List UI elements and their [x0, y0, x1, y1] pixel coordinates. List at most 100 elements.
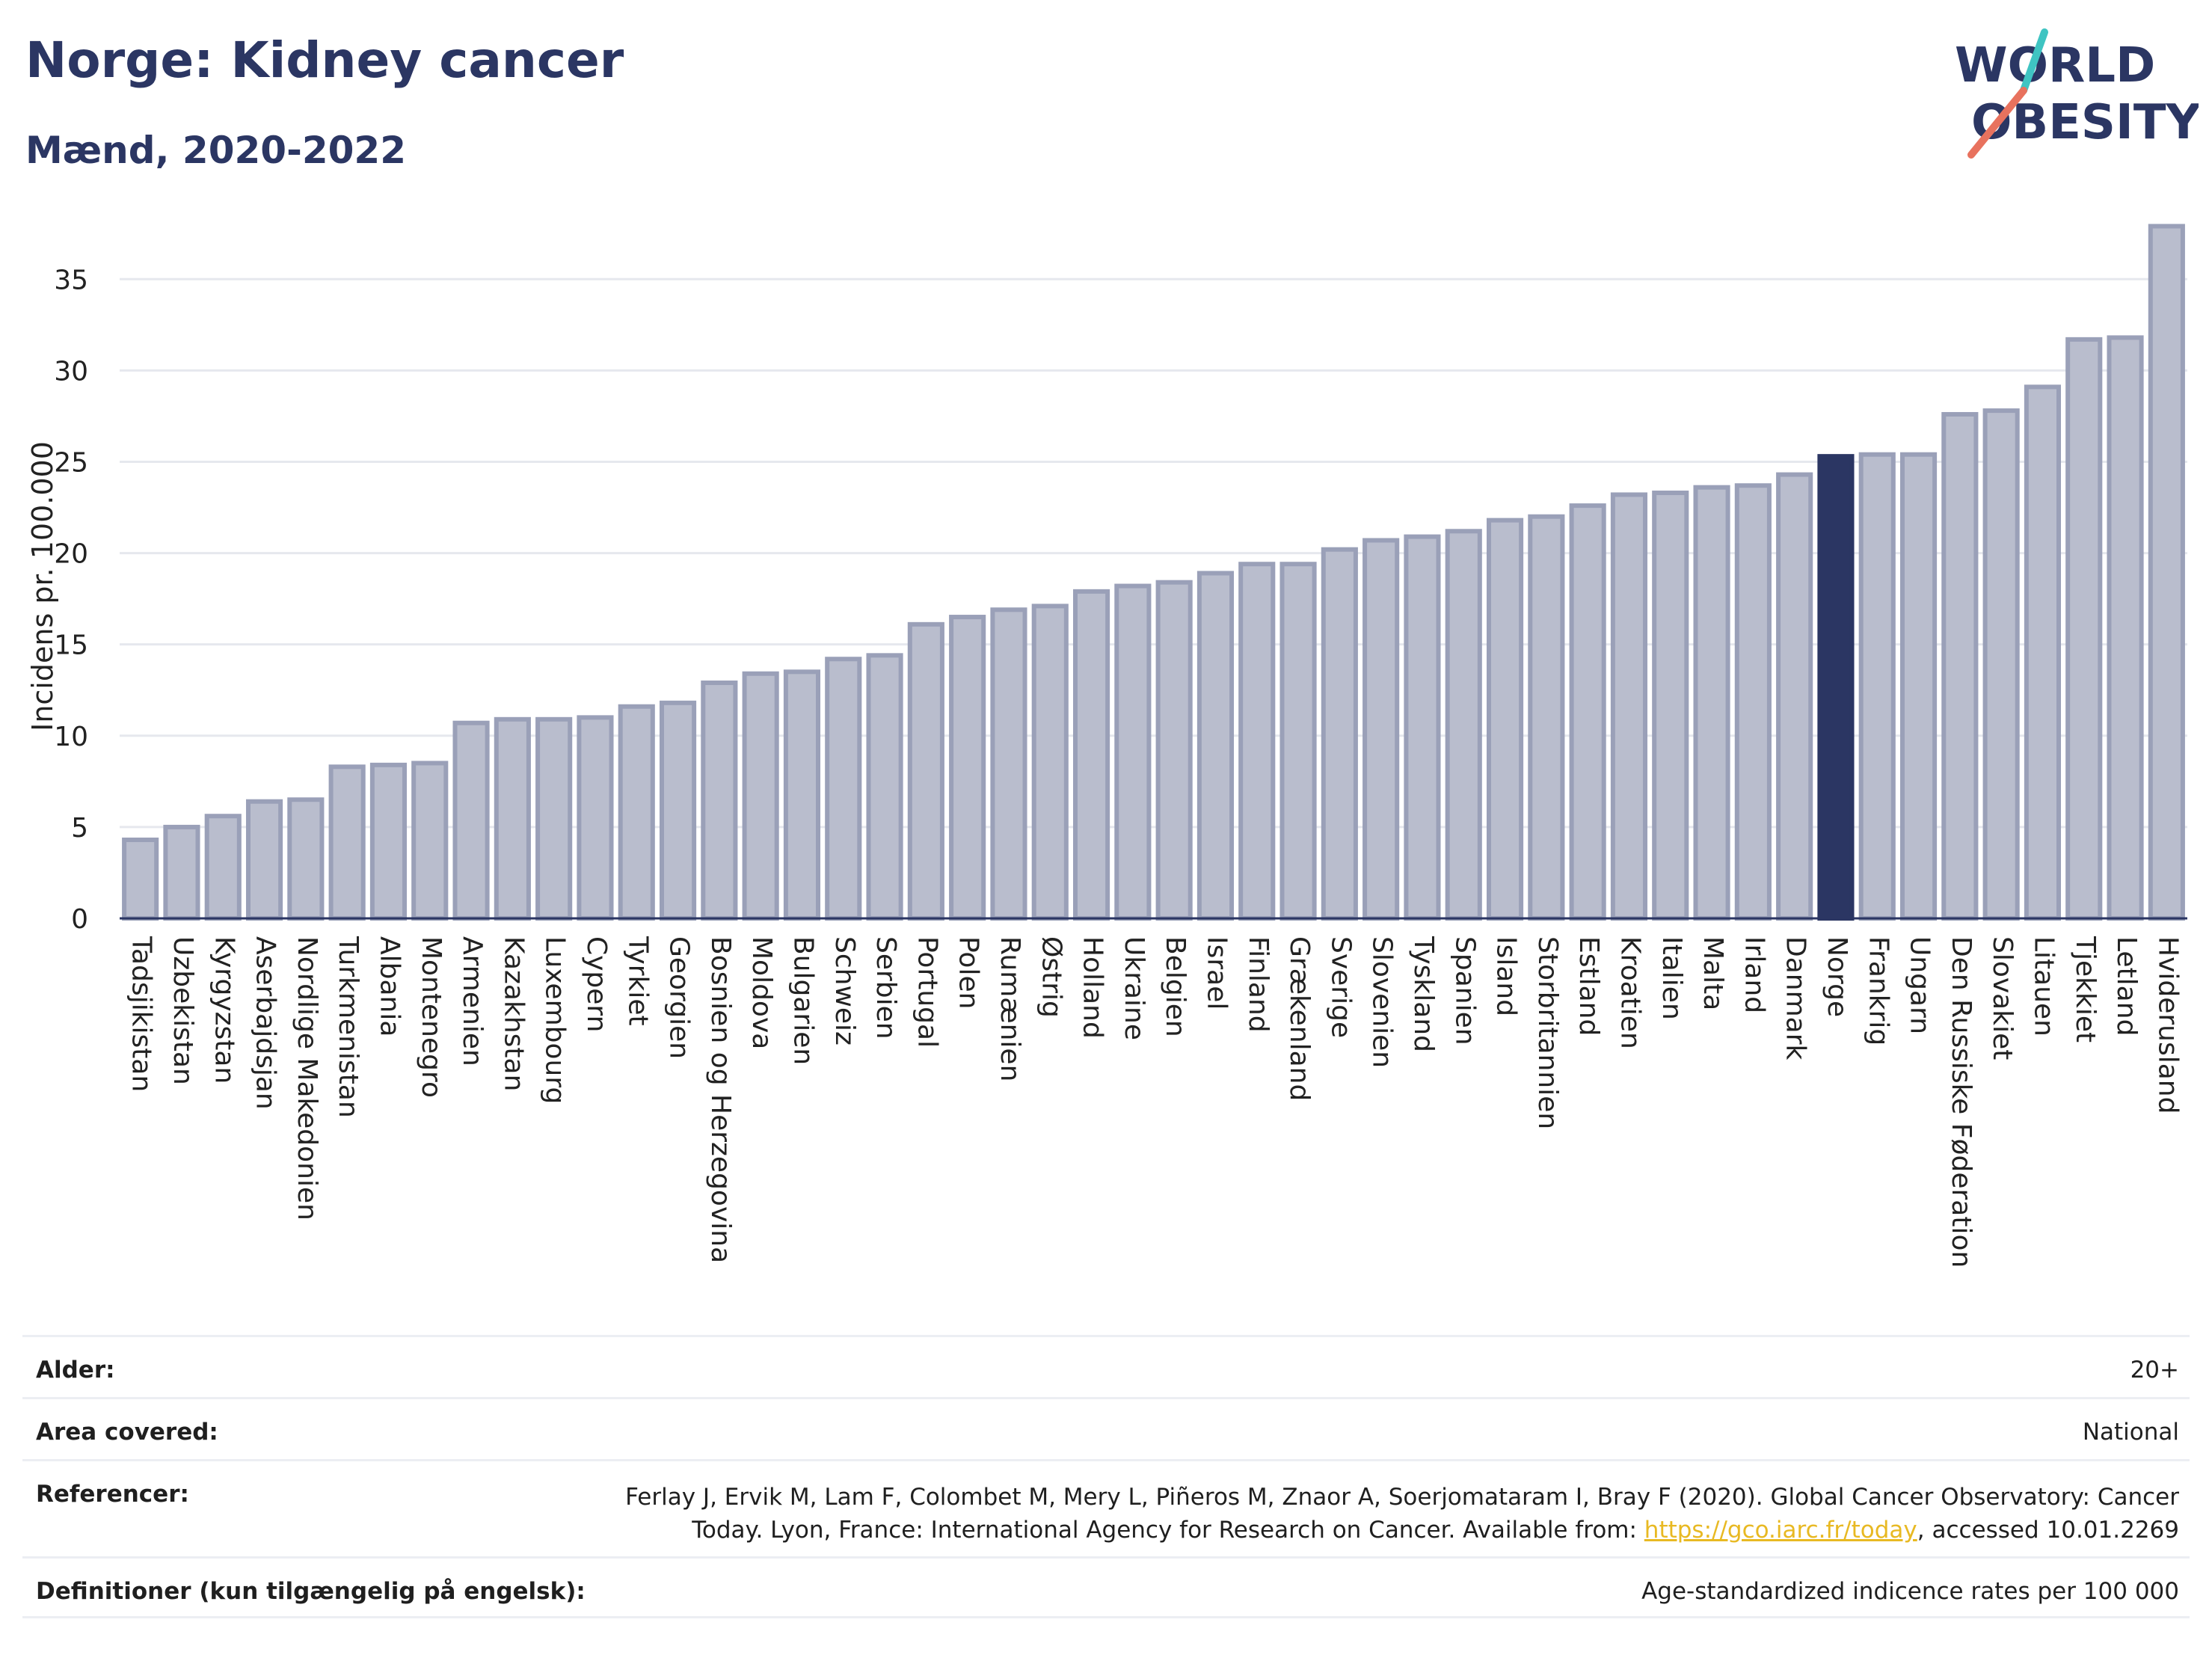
x-tick-label: Den Russiske Føderation: [1946, 936, 1976, 1268]
bar: [1362, 538, 1400, 921]
x-tick-label: Polen: [953, 936, 984, 1009]
bar: [1486, 518, 1524, 921]
x-tick-label: Slovakiet: [1987, 936, 2018, 1060]
definitions-label: Definitioner (kun tilgængelig på engelsk…: [36, 1578, 586, 1605]
x-tick-label: Holland: [1078, 936, 1108, 1039]
bar: [494, 716, 531, 921]
x-tick-label: Frankrig: [1863, 936, 1893, 1045]
bar: [1321, 547, 1358, 921]
meta-row-definitions: Definitioner (kun tilgængelig på engelsk…: [22, 1556, 2190, 1618]
bar: [1031, 604, 1069, 921]
x-tick-label: Hviderusland: [2152, 936, 2183, 1114]
bar: [2148, 224, 2185, 921]
meta-row-references: Referencer: Ferlay J, Ervik M, Lam F, Co…: [22, 1459, 2190, 1556]
references-text: Ferlay J, Ervik M, Lam F, Colombet M, Me…: [625, 1484, 2179, 1544]
x-tick-label: Serbien: [870, 936, 901, 1040]
logo-slash-teal: [2020, 28, 2048, 94]
y-tick-label: 35: [54, 265, 88, 295]
logo-line-1: WORLD: [1955, 38, 2155, 93]
page-subtitle: Mænd, 2020-2022: [25, 129, 407, 172]
bar: [577, 715, 614, 921]
x-tick-label: Tyrkiet: [622, 936, 653, 1026]
bar: [907, 621, 944, 921]
x-tick-label: Tyskland: [1408, 936, 1439, 1052]
bar: [2024, 384, 2062, 921]
x-tick-label: Italien: [1656, 936, 1687, 1020]
x-tick-label: Grækenland: [1284, 936, 1315, 1101]
bar: [1776, 472, 1813, 921]
bar: [1196, 571, 1235, 921]
bar: [1279, 562, 1317, 921]
y-tick-label: 30: [54, 356, 88, 387]
bar: [2065, 337, 2103, 921]
bar: [122, 837, 159, 921]
x-tick-label: Aserbajdsjan: [251, 936, 281, 1110]
bar: [1404, 534, 1441, 921]
x-tick-label: Slovenien: [1367, 936, 1398, 1068]
references-value: Ferlay J, Ervik M, Lam F, Colombet M, Me…: [549, 1481, 2179, 1547]
bar: [535, 716, 573, 921]
x-tick-label: Irland: [1739, 936, 1769, 1013]
x-tick-label: Bulgarien: [787, 936, 818, 1065]
bar: [1238, 562, 1276, 921]
x-tick-label: Armenien: [457, 936, 488, 1066]
bar: [2107, 335, 2144, 921]
y-tick-label: 5: [71, 813, 88, 844]
x-tick-label: Ungarn: [1905, 936, 1935, 1034]
x-tick-label: Uzbekistan: [168, 936, 198, 1085]
y-axis-label: Incidens pr. 100.000: [26, 441, 59, 731]
y-tick-label: 25: [54, 447, 88, 478]
definitions-value: Age-standardized indicence rates per 100…: [1641, 1578, 2179, 1605]
logo-slash-coral: [1967, 87, 2027, 159]
x-tick-label: Ukraine: [1119, 936, 1149, 1040]
bar: [1155, 580, 1193, 921]
x-tick-label: Spanien: [1449, 936, 1480, 1045]
x-tick-label: Estland: [1573, 936, 1604, 1036]
x-tick-label: Finland: [1243, 936, 1274, 1033]
x-tick-label: Rumænien: [995, 936, 1025, 1081]
bar: [990, 607, 1027, 921]
bar: [701, 680, 738, 921]
bar: [949, 615, 986, 921]
x-tick-label: Portugal: [912, 936, 942, 1048]
x-tick-label: Kroatien: [1615, 936, 1645, 1049]
bar: [1072, 589, 1110, 921]
bar: [369, 762, 408, 921]
x-tick-label: Østrig: [1036, 936, 1066, 1018]
x-tick-label: Island: [1491, 936, 1522, 1016]
x-tick-label: Kyrgyzstan: [209, 936, 239, 1084]
x-tick-label: Israel: [1201, 936, 1232, 1010]
bar: [1817, 454, 1855, 921]
references-accessed: , accessed 10.01.2269: [1917, 1517, 2179, 1544]
x-tick-label: Montenegro: [416, 936, 446, 1098]
bar: [1114, 583, 1152, 921]
x-tick-label: Norge: [1822, 936, 1852, 1017]
bar: [1569, 503, 1606, 921]
x-tick-label: Turkmenistan: [333, 936, 363, 1118]
references-label: Referencer:: [36, 1481, 189, 1508]
references-link[interactable]: https://gco.iarc.fr/today: [1644, 1517, 1917, 1544]
age-value: 20+: [2130, 1357, 2179, 1384]
x-tick-label: Litauen: [2028, 936, 2059, 1037]
bar: [742, 671, 779, 921]
bar: [783, 669, 821, 921]
x-tick-label: Moldova: [746, 936, 777, 1049]
bar: [866, 653, 903, 921]
bar: [1610, 492, 1648, 921]
bar: [825, 657, 862, 921]
x-tick-label: Schweiz: [829, 936, 860, 1045]
x-tick-label: Albania: [374, 936, 405, 1037]
x-tick-label: Cypern: [581, 936, 612, 1032]
bar: [1734, 483, 1772, 921]
logo-line-2: OBESITY: [1971, 95, 2199, 150]
bar: [1982, 408, 2020, 921]
x-tick-label: Nordlige Makedonien: [292, 936, 322, 1220]
area-label: Area covered:: [36, 1419, 218, 1446]
age-label: Alder:: [36, 1357, 115, 1384]
y-tick-label: 15: [54, 630, 88, 661]
world-obesity-logo: WORLD OBESITY: [1955, 28, 2199, 159]
x-tick-label: Sverige: [1325, 936, 1356, 1038]
bar: [245, 799, 283, 921]
meta-row-area: Area covered: National: [22, 1397, 2190, 1459]
x-tick-label: Bosnien og Herzegovina: [705, 936, 736, 1263]
